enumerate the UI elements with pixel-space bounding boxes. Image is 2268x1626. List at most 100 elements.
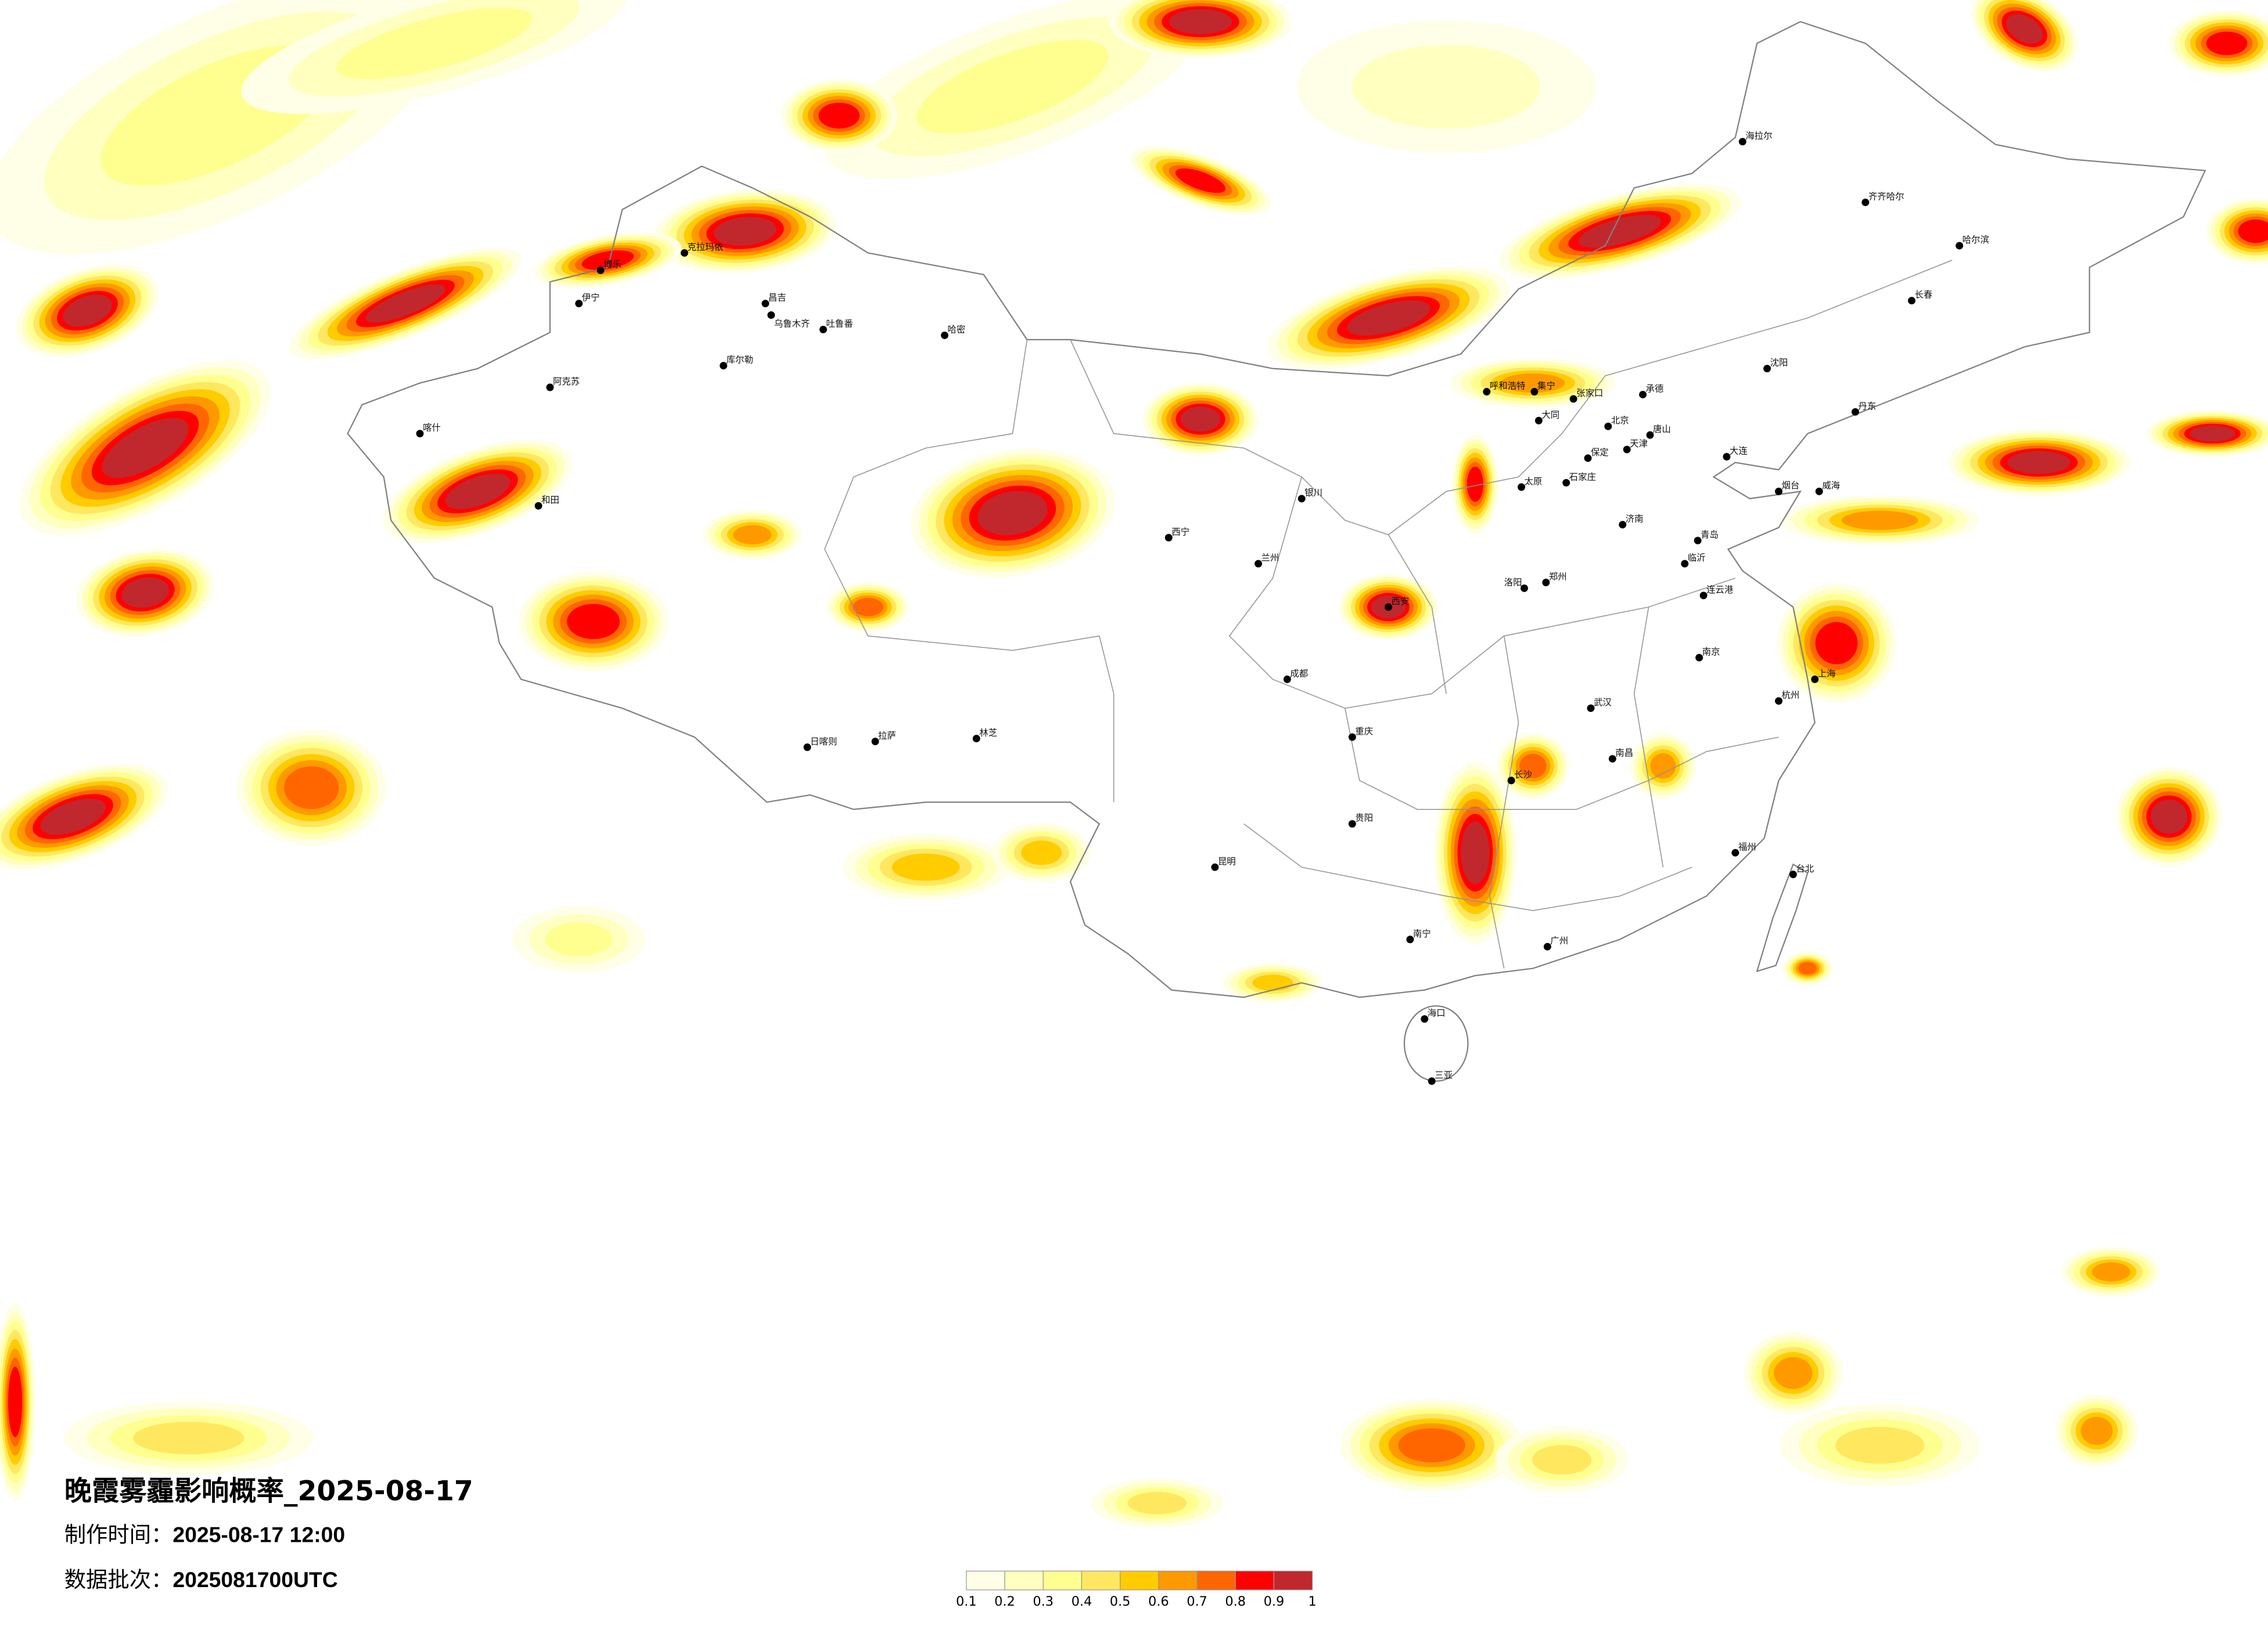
haze-level-6 <box>733 525 772 545</box>
haze-level-9 <box>121 577 169 608</box>
city-dot <box>803 743 811 751</box>
city-label: 兰州 <box>1261 553 1279 563</box>
haze-area <box>1971 0 2078 72</box>
city-dot <box>1297 495 1306 503</box>
haze-level-7 <box>1798 962 1817 975</box>
haze-level-9 <box>1347 300 1430 336</box>
haze-level-9 <box>977 491 1048 535</box>
city-dot <box>1681 560 1689 568</box>
haze-area <box>702 509 803 560</box>
city-dot <box>575 300 583 308</box>
city-marker: 重庆 <box>1348 726 1373 741</box>
city-label: 福州 <box>1738 841 1756 852</box>
city-dot <box>1619 520 1627 528</box>
city-marker: 三亚 <box>1428 1070 1453 1085</box>
city-dot <box>534 502 542 510</box>
city-label: 青岛 <box>1701 530 1719 540</box>
haze-area <box>0 1302 35 1502</box>
haze-area <box>824 0 1202 179</box>
city-label: 乌鲁木齐 <box>774 318 810 329</box>
city-label: 洛阳 <box>1504 577 1522 588</box>
city-marker: 武汉 <box>1587 697 1612 713</box>
city-label: 大连 <box>1730 446 1748 456</box>
city-dot <box>1385 603 1393 611</box>
data-batch-value: 2025081700UTC <box>172 1567 337 1592</box>
haze-area <box>1780 1404 1980 1487</box>
city-dot <box>940 331 948 339</box>
city-marker: 乌鲁木齐 <box>767 311 810 329</box>
city-dot <box>972 735 980 743</box>
city-marker: 大连 <box>1723 446 1748 461</box>
city-label: 保定 <box>1591 447 1609 458</box>
haze-level-3 <box>916 39 1109 134</box>
legend-label: 0.1 <box>956 1594 977 1609</box>
city-marker: 银川 <box>1297 488 1322 503</box>
city-dot <box>596 266 605 274</box>
city-label: 台北 <box>1796 864 1814 874</box>
haze-level-8 <box>1175 168 1226 193</box>
city-label: 连云港 <box>1706 584 1734 595</box>
city-label: 天津 <box>1630 438 1648 449</box>
city-dot <box>1604 422 1612 430</box>
city-marker: 昌吉 <box>761 293 786 308</box>
haze-level-3 <box>336 7 533 80</box>
haze-area <box>1630 732 1696 800</box>
city-label: 郑州 <box>1549 571 1567 582</box>
city-label: 丹东 <box>1858 401 1876 411</box>
city-dot <box>761 300 770 308</box>
hainan-border <box>1403 1005 1469 1082</box>
haze-level-6 <box>2080 1416 2113 1445</box>
data-batch: 数据批次：2025081700UTC <box>64 1567 338 1592</box>
city-dot <box>1507 776 1515 785</box>
city-label: 哈尔滨 <box>1963 235 1989 245</box>
city-label: 南昌 <box>1615 748 1633 758</box>
city-label: 三亚 <box>1435 1070 1453 1081</box>
china-border <box>347 21 2206 998</box>
city-marker: 威海 <box>1815 480 1840 495</box>
border-layer <box>347 21 2206 1082</box>
haze-level-6 <box>1501 373 1565 393</box>
haze-area <box>1782 951 1833 985</box>
province-border <box>1228 477 1736 709</box>
haze-area <box>534 232 682 288</box>
city-dot <box>767 311 775 319</box>
haze-area <box>1340 1398 1523 1492</box>
city-dot <box>1543 942 1551 951</box>
city-label: 拉萨 <box>878 731 896 741</box>
city-marker: 海拉尔 <box>1738 131 1773 146</box>
city-dot <box>1861 198 1870 206</box>
city-dot <box>1851 408 1859 416</box>
city-marker: 林芝 <box>972 728 997 743</box>
city-label: 杭州 <box>1782 690 1800 700</box>
haze-level-8 <box>1467 466 1484 502</box>
city-marker: 西安 <box>1385 596 1409 611</box>
city-marker: 哈密 <box>940 324 965 339</box>
city-marker: 西宁 <box>1164 527 1189 542</box>
legend-swatch <box>1196 1570 1236 1591</box>
city-dot <box>1694 537 1702 545</box>
city-dot <box>1348 820 1356 828</box>
haze-area <box>289 247 522 360</box>
city-marker: 克拉玛依 <box>680 242 723 257</box>
city-label: 呼和浩特 <box>1490 381 1526 391</box>
haze-area <box>1267 266 1509 370</box>
city-dot <box>1211 863 1219 871</box>
city-label: 临沂 <box>1688 553 1706 563</box>
city-marker: 长沙 <box>1507 769 1532 785</box>
city-marker: 哈尔滨 <box>1956 235 1989 250</box>
city-dot <box>1530 388 1539 395</box>
legend-label: 0.2 <box>994 1594 1015 1609</box>
production-time-label: 制作时间： <box>64 1522 173 1548</box>
haze-level-9 <box>365 284 445 323</box>
city-label: 南京 <box>1702 646 1720 657</box>
haze-level-4 <box>1835 1427 1925 1464</box>
haze-area <box>2055 1394 2138 1467</box>
haze-area <box>383 439 573 544</box>
haze-area <box>826 582 910 632</box>
haze-area <box>1109 0 1292 59</box>
city-dot <box>1428 1077 1436 1085</box>
city-marker: 临沂 <box>1681 553 1706 568</box>
haze-probability-layer <box>0 0 2268 1528</box>
haze-area <box>910 448 1115 578</box>
